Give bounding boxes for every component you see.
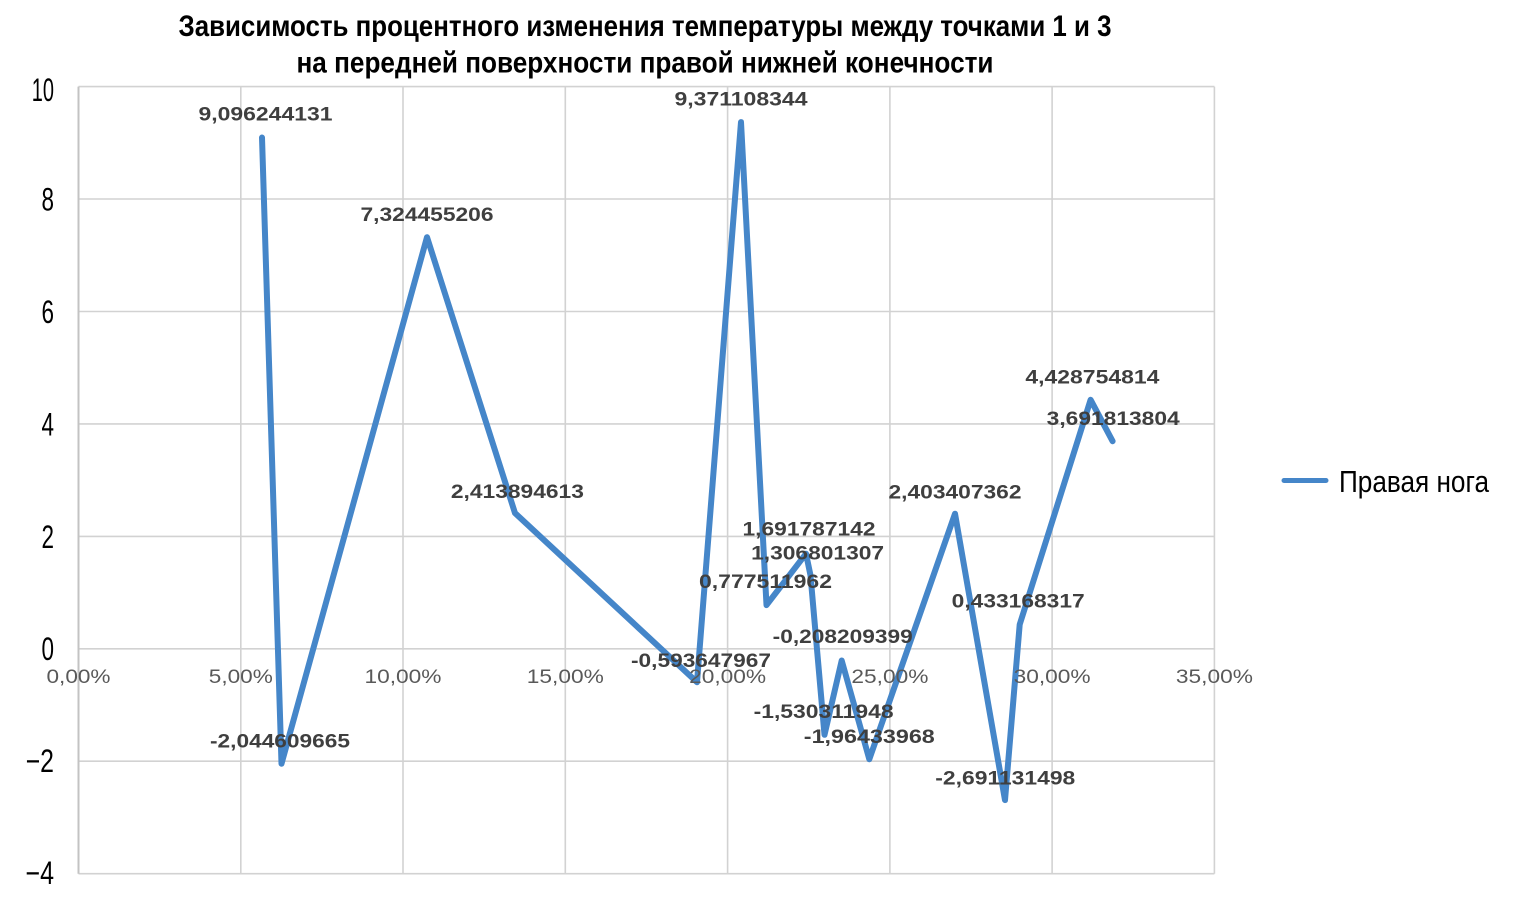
svg-text:4: 4 [42,406,55,442]
svg-text:0: 0 [42,631,55,667]
svg-text:9,096244131: 9,096244131 [199,104,334,125]
svg-text:20,00%: 20,00% [689,667,766,688]
svg-text:25,00%: 25,00% [851,667,928,688]
svg-text:1,306801307: 1,306801307 [751,544,884,565]
svg-text:−4: −4 [26,855,55,891]
svg-text:9,371108344: 9,371108344 [675,90,809,111]
svg-text:2: 2 [42,519,55,555]
svg-text:2,413894613: 2,413894613 [451,482,584,503]
svg-text:2,403407362: 2,403407362 [889,482,1022,503]
svg-text:1,691787142: 1,691787142 [743,520,876,541]
svg-text:10: 10 [32,72,54,108]
svg-text:30,00%: 30,00% [1014,667,1091,688]
svg-text:-1,96433968: -1,96433968 [804,727,935,748]
svg-text:0,433168317: 0,433168317 [952,591,1085,612]
svg-text:на передней поверхности правой: на передней поверхности правой нижней ко… [297,46,994,79]
svg-text:-0,208209399: -0,208209399 [773,627,913,648]
svg-text:8: 8 [42,181,55,217]
svg-text:0,00%: 0,00% [47,667,111,688]
svg-text:0,777511962: 0,777511962 [699,572,832,593]
svg-text:3,691813804: 3,691813804 [1047,409,1181,430]
svg-text:4,428754814: 4,428754814 [1025,368,1160,389]
svg-text:Зависимость процентного измене: Зависимость процентного изменения темпер… [179,10,1112,43]
svg-text:-1,530311948: -1,530311948 [754,702,894,723]
svg-text:6: 6 [42,294,55,330]
svg-text:−2: −2 [26,743,54,779]
svg-text:5,00%: 5,00% [209,667,273,688]
svg-text:-0,593647967: -0,593647967 [631,651,771,672]
svg-text:7,324455206: 7,324455206 [361,205,494,226]
svg-text:-2,044609665: -2,044609665 [210,732,351,753]
svg-text:15,00%: 15,00% [527,667,604,688]
svg-text:10,00%: 10,00% [365,667,442,688]
svg-text:-2,691131498: -2,691131498 [935,768,1075,789]
svg-text:Правая нога: Правая нога [1339,464,1490,499]
svg-text:35,00%: 35,00% [1176,667,1253,688]
